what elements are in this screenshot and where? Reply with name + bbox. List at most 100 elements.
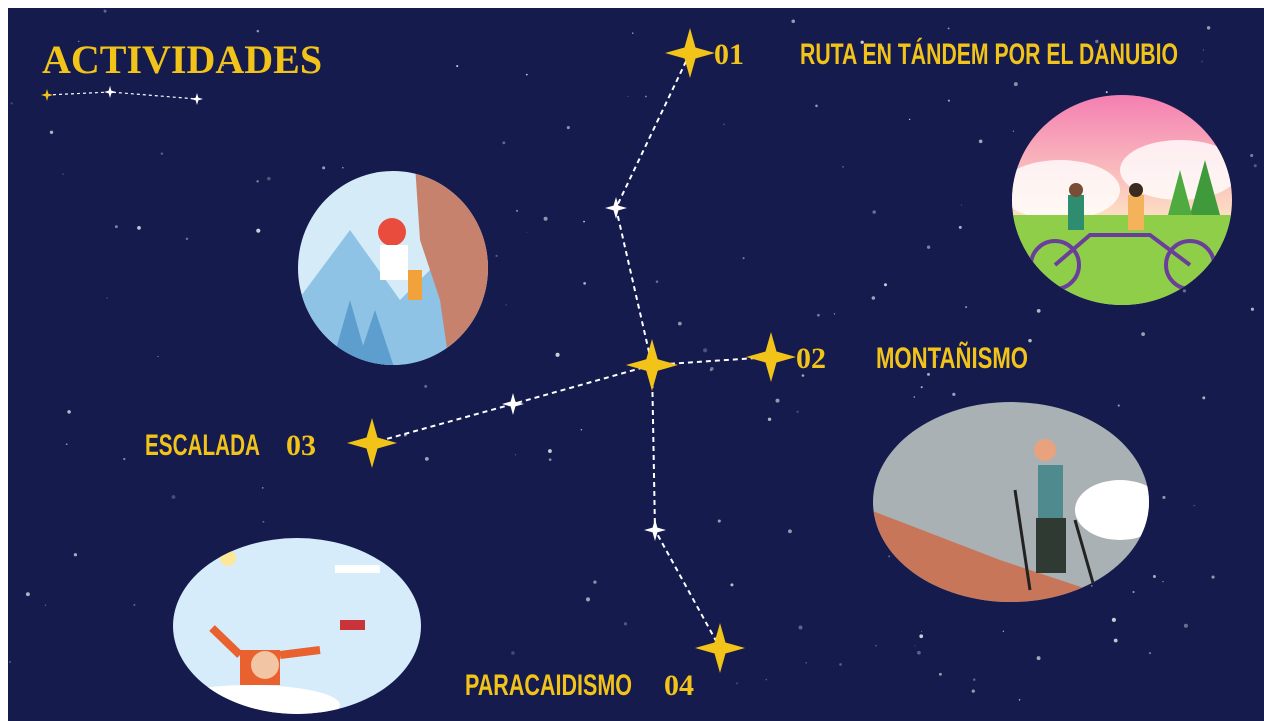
background-star bbox=[798, 625, 803, 630]
background-star bbox=[555, 352, 560, 357]
background-star bbox=[267, 176, 271, 181]
tandem-illustration bbox=[1012, 95, 1232, 305]
background-star bbox=[114, 225, 118, 229]
background-star bbox=[796, 410, 799, 413]
background-star bbox=[947, 27, 950, 30]
background-star bbox=[623, 622, 628, 626]
background-star bbox=[952, 392, 956, 396]
activity-number: 04 bbox=[664, 669, 694, 702]
background-star bbox=[44, 604, 47, 606]
background-star bbox=[1145, 47, 1148, 50]
background-star bbox=[185, 237, 189, 241]
background-star bbox=[222, 64, 225, 67]
background-star bbox=[875, 644, 877, 647]
background-star bbox=[123, 457, 126, 461]
background-star bbox=[703, 348, 708, 353]
background-star bbox=[10, 102, 13, 105]
background-star bbox=[723, 123, 725, 126]
background-star bbox=[958, 225, 962, 229]
background-star bbox=[322, 166, 326, 170]
background-star bbox=[495, 254, 498, 258]
background-star bbox=[456, 65, 459, 68]
background-star bbox=[710, 367, 714, 371]
background-star bbox=[920, 630, 923, 633]
background-star bbox=[839, 663, 842, 666]
background-star bbox=[67, 410, 71, 414]
background-star bbox=[677, 321, 682, 326]
background-star bbox=[502, 141, 506, 145]
background-star bbox=[171, 495, 176, 499]
background-star bbox=[25, 592, 30, 597]
background-star bbox=[9, 660, 12, 663]
background-star bbox=[926, 372, 930, 376]
background-star bbox=[505, 304, 507, 306]
background-star bbox=[926, 245, 931, 249]
background-star bbox=[1090, 585, 1093, 587]
background-star bbox=[78, 40, 80, 43]
background-star bbox=[342, 166, 344, 169]
background-star bbox=[1250, 153, 1254, 158]
skydiving-illustration bbox=[173, 538, 421, 714]
background-star bbox=[1182, 289, 1187, 293]
star bbox=[104, 86, 116, 98]
background-star bbox=[971, 689, 975, 693]
background-star bbox=[1201, 60, 1203, 63]
background-star bbox=[972, 678, 976, 681]
background-star bbox=[1018, 699, 1021, 701]
background-star bbox=[801, 374, 805, 377]
background-star bbox=[160, 152, 164, 155]
background-star bbox=[1036, 656, 1041, 661]
background-star bbox=[1141, 332, 1145, 337]
background-star bbox=[791, 19, 796, 24]
activity-number: 01 bbox=[714, 38, 744, 71]
background-star bbox=[965, 306, 968, 308]
background-star bbox=[1211, 575, 1215, 579]
background-star bbox=[1132, 590, 1135, 594]
title: ACTIVIDADES bbox=[42, 37, 322, 82]
background-star bbox=[49, 130, 54, 134]
background-star bbox=[1152, 575, 1156, 579]
background-star bbox=[938, 672, 942, 676]
background-star bbox=[960, 204, 962, 206]
activity-label: MONTAÑISMO bbox=[876, 341, 1028, 375]
background-star bbox=[1111, 617, 1117, 622]
star bbox=[502, 393, 524, 415]
background-star bbox=[547, 449, 552, 453]
background-star bbox=[717, 519, 721, 523]
background-star bbox=[632, 32, 634, 34]
background-star bbox=[1002, 630, 1005, 632]
background-star bbox=[256, 29, 260, 33]
background-star bbox=[817, 313, 820, 317]
background-star bbox=[525, 73, 528, 76]
background-star bbox=[736, 682, 738, 685]
background-star bbox=[860, 40, 864, 44]
background-star bbox=[1206, 26, 1211, 30]
background-star bbox=[548, 458, 552, 461]
background-star bbox=[202, 46, 205, 49]
background-star bbox=[256, 180, 259, 183]
background-star bbox=[583, 281, 587, 285]
background-star bbox=[593, 580, 597, 584]
background-star bbox=[842, 165, 844, 168]
background-star bbox=[934, 354, 939, 359]
background-star bbox=[1162, 580, 1164, 583]
activity-number: 03 bbox=[286, 429, 316, 462]
background-star bbox=[627, 95, 629, 97]
background-star bbox=[908, 118, 911, 121]
background-star bbox=[709, 369, 712, 372]
background-star bbox=[947, 99, 950, 102]
background-star bbox=[256, 228, 261, 233]
background-star bbox=[137, 225, 141, 230]
background-star bbox=[917, 650, 921, 655]
background-star bbox=[645, 95, 647, 98]
background-star bbox=[880, 46, 885, 50]
background-star bbox=[65, 443, 68, 446]
background-star bbox=[1117, 404, 1120, 407]
background-star bbox=[1105, 91, 1108, 94]
background-star bbox=[1250, 307, 1255, 311]
background-star bbox=[1202, 49, 1205, 51]
background-star bbox=[1028, 338, 1032, 343]
background-star bbox=[103, 9, 107, 13]
background-star bbox=[1113, 638, 1118, 643]
